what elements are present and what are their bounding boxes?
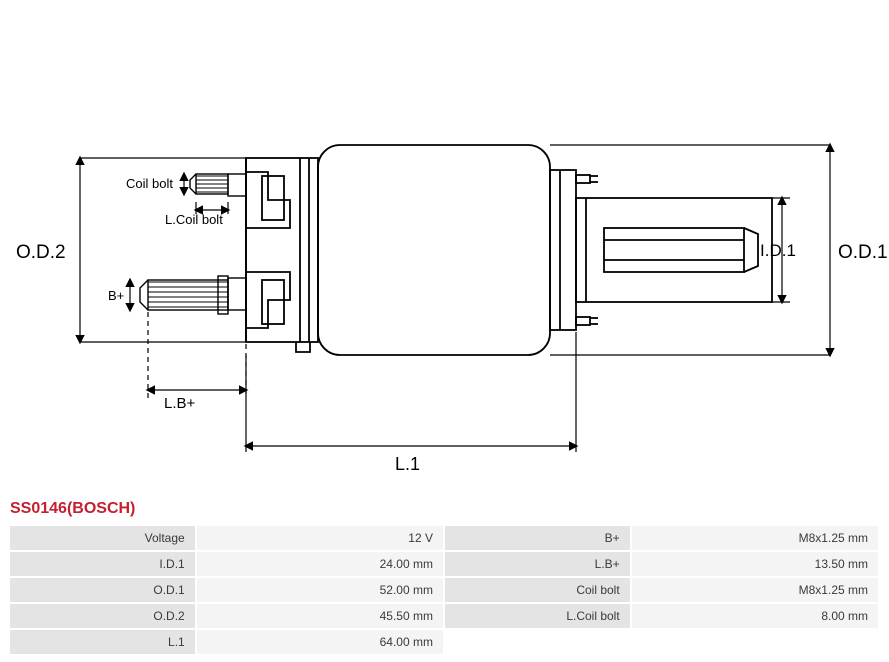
spec-value: 13.50 mm [632, 552, 878, 576]
label-l-bplus: L.B+ [164, 395, 196, 412]
spec-key: L.Coil bolt [445, 604, 630, 628]
spec-key: B+ [445, 526, 630, 550]
spec-table: Voltage12 VB+M8x1.25 mmI.D.124.00 mmL.B+… [8, 524, 880, 656]
label-od2: O.D.2 [16, 242, 66, 263]
spec-key: Coil bolt [445, 578, 630, 602]
spec-key [445, 630, 630, 654]
spec-value: M8x1.25 mm [632, 578, 878, 602]
spec-value: 45.50 mm [197, 604, 443, 628]
spec-value: M8x1.25 mm [632, 526, 878, 550]
spec-value: 64.00 mm [197, 630, 443, 654]
spec-value: 12 V [197, 526, 443, 550]
table-row: O.D.152.00 mmCoil boltM8x1.25 mm [10, 578, 878, 602]
part-title: SS0146(BOSCH) [10, 500, 135, 518]
technical-diagram: O.D.2 O.D.1 I.D.1 Coil bolt L.Coil bolt … [0, 0, 889, 495]
spec-key: O.D.1 [10, 578, 195, 602]
label-l1: L.1 [395, 454, 420, 474]
table-row: O.D.245.50 mmL.Coil bolt8.00 mm [10, 604, 878, 628]
spec-key: L.B+ [445, 552, 630, 576]
spec-key: I.D.1 [10, 552, 195, 576]
table-row: I.D.124.00 mmL.B+13.50 mm [10, 552, 878, 576]
spec-value: 8.00 mm [632, 604, 878, 628]
spec-value: 52.00 mm [197, 578, 443, 602]
spec-key: Voltage [10, 526, 195, 550]
label-coil-bolt: Coil bolt [126, 176, 173, 191]
table-row: Voltage12 VB+M8x1.25 mm [10, 526, 878, 550]
label-bplus: B+ [108, 288, 124, 303]
spec-value: 24.00 mm [197, 552, 443, 576]
spec-key: L.1 [10, 630, 195, 654]
spec-key: O.D.2 [10, 604, 195, 628]
label-id1: I.D.1 [760, 241, 796, 260]
label-l-coil-bolt: L.Coil bolt [165, 212, 223, 227]
label-od1: O.D.1 [838, 242, 888, 263]
table-row: L.164.00 mm [10, 630, 878, 654]
spec-value [632, 630, 878, 654]
